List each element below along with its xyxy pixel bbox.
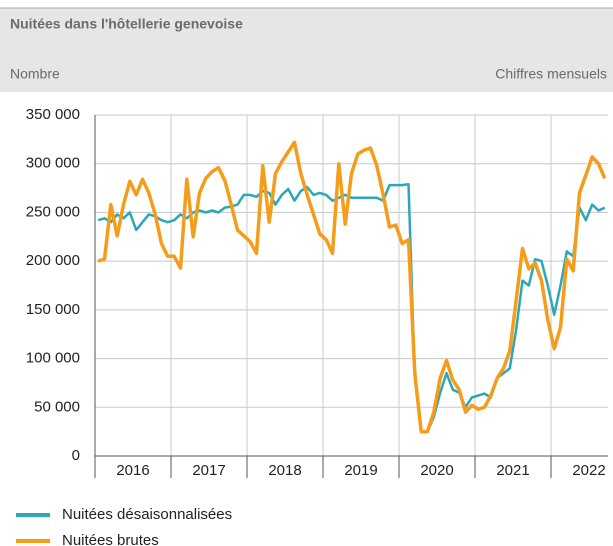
chart-subtitle: Chiffres mensuels xyxy=(495,66,607,82)
chart-title: Nuitées dans l'hôtellerie genevoise xyxy=(10,16,243,32)
y-axis-label: Nombre xyxy=(10,66,60,82)
x-tick-label: 2020 xyxy=(420,462,453,479)
x-tick-label: 2018 xyxy=(268,462,301,479)
y-tick-label: 100 000 xyxy=(26,350,80,367)
y-tick-label: 50 000 xyxy=(34,398,80,415)
x-tick-label: 2016 xyxy=(116,462,149,479)
series-line xyxy=(97,182,606,433)
legend-label: Nuitées désaisonnalisées xyxy=(62,506,232,523)
y-tick-label: 200 000 xyxy=(26,252,80,269)
header-band xyxy=(0,8,613,92)
series-line xyxy=(97,140,607,434)
x-tick-label: 2021 xyxy=(496,462,529,479)
y-tick-label: 0 xyxy=(72,447,80,464)
x-tick-label: 2017 xyxy=(192,462,225,479)
y-tick-label: 350 000 xyxy=(26,106,80,123)
x-tick-label: 2022 xyxy=(572,462,605,479)
y-tick-label: 150 000 xyxy=(26,301,80,318)
y-tick-label: 250 000 xyxy=(26,203,80,220)
y-tick-label: 300 000 xyxy=(26,155,80,172)
x-tick-label: 2019 xyxy=(344,462,377,479)
legend-label: Nuitées brutes xyxy=(62,532,159,546)
